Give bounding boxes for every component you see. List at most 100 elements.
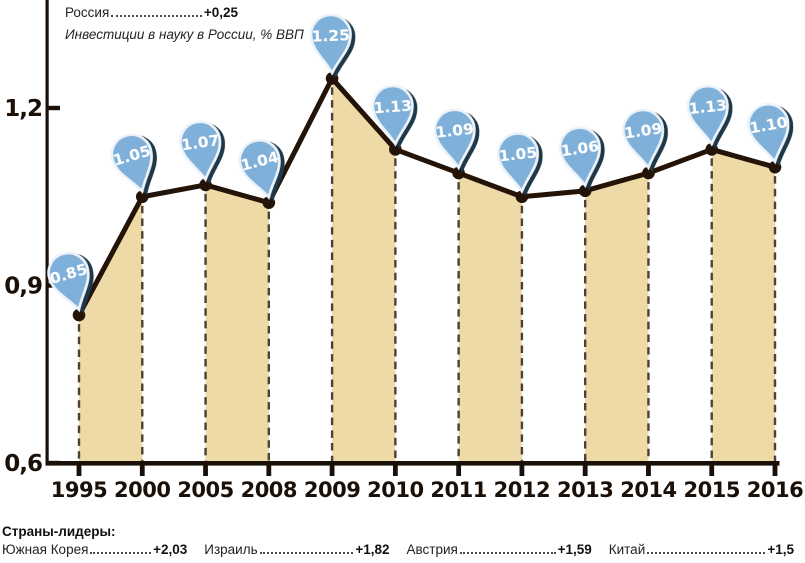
russia-label: Россия [65,5,110,20]
y-tick [46,105,60,111]
pin-value-label: 1.13 [373,97,412,118]
leader-entry: Южная Корея +2,03 [2,542,187,558]
x-tick [392,464,398,476]
pin-value-label: 1.07 [180,131,220,154]
data-point [199,178,212,192]
leader-value: +1,82 [355,542,390,557]
pin-bubble [686,84,729,147]
leader-country: Китай [608,542,646,557]
leaders-row: Южная Корея +2,03 Израиль +1,82 Австрия +1,59… [2,542,794,558]
x-tick [329,464,335,476]
y-tick-label: 0,9 [4,274,42,300]
x-tick-label: 2016 [747,478,803,502]
leader-country: Израиль [204,542,258,557]
x-tick [76,464,82,476]
data-point [768,160,782,174]
x-tick [646,464,651,476]
y-tick-label: 1,2 [4,96,42,122]
value-pin: 1.05 [496,132,539,195]
x-tick-label: 1995 [51,478,107,502]
pin-value-label: 1.13 [688,96,728,118]
data-point [705,143,719,156]
value-pin: 1.09 [622,108,665,171]
value-pin: 1.10 [747,103,790,165]
x-tick-label: 2015 [684,478,740,502]
x-tick-label: 2000 [114,478,170,502]
x-tick [266,464,272,476]
x-tick-label: 2012 [494,478,550,502]
leader-entry: Израиль +1,82 [204,542,389,558]
y-tick [46,460,60,466]
pin-bubble [622,108,665,171]
pin-bubble [47,251,90,313]
leader-dots [647,552,766,554]
leader-dots [259,552,354,554]
x-tick [456,464,462,476]
x-tick-label: 2005 [177,478,233,502]
x-tick-label: 2010 [367,478,423,502]
data-point [72,308,86,322]
x-tick [709,464,715,476]
leader-country: Австрия [406,542,458,557]
data-point [515,190,529,204]
x-tick [203,464,208,476]
leader-country: Южная Корея [2,542,89,557]
leader-value: +1,5 [767,542,794,557]
line-chart: 1,2 0,9 0,6 1995 2000 2005 2008 2009 2010 2011 201… [4,0,804,502]
y-axis-line [45,0,49,465]
leader-dots [111,15,202,17]
pin-bubble [558,126,601,189]
chart-subtitle: Инвестиции в науку в России, % ВВП [65,27,304,42]
x-tick-label: 2008 [241,478,297,502]
x-tick-label: 2011 [430,478,486,502]
value-pin: 0.85 [47,251,90,313]
pin-bubble [110,133,153,194]
data-point [135,190,149,204]
pin-bubble [371,84,414,147]
value-pin: 1.09 [433,108,476,171]
data-point [262,196,276,209]
value-pin: 1.05 [110,133,153,194]
x-tick [582,464,588,476]
x-tick [519,464,525,476]
data-point [325,72,339,85]
pin-bubble [238,139,281,200]
pin-value-label: 1.06 [560,137,600,160]
pin-bubble [496,132,539,195]
data-point [578,184,592,198]
value-pin: 1.13 [686,84,729,147]
russia-value: +0,25 [203,5,238,20]
x-axis-line [45,461,780,466]
leader-dots [90,552,152,554]
shaded-band [332,78,396,462]
x-tick-label: 2009 [304,478,360,502]
leaders-heading: Страны-лидеры: [2,524,116,539]
data-point [642,166,655,180]
shaded-band [585,173,649,462]
data-line [76,75,778,318]
pin-bubble [179,120,222,183]
shaded-band [458,173,522,462]
data-point [389,143,402,156]
x-tick-label: 2013 [557,478,613,502]
value-pin: 1.06 [558,126,601,189]
leader-value: +2,03 [153,542,188,557]
data-point [452,166,465,180]
pin-value-label: 1.09 [623,119,663,142]
shaded-band [205,184,269,461]
value-pin: 1.07 [179,120,222,183]
shaded-band [79,196,143,461]
x-tick-label: 2014 [620,478,676,502]
pin-bubble [309,13,352,76]
pin-value-label: 1.09 [435,120,475,142]
leader-value: +1,59 [557,542,592,557]
pin-bubble [747,103,790,165]
leader-entry: Австрия +1,59 [407,542,592,558]
x-tick [139,464,145,476]
pin-value-label: 1.25 [311,26,350,45]
value-pin: 1.25 [309,13,352,76]
y-tick-label: 0,6 [4,451,42,477]
x-tick [772,464,778,476]
value-pin: 1.04 [238,139,281,200]
